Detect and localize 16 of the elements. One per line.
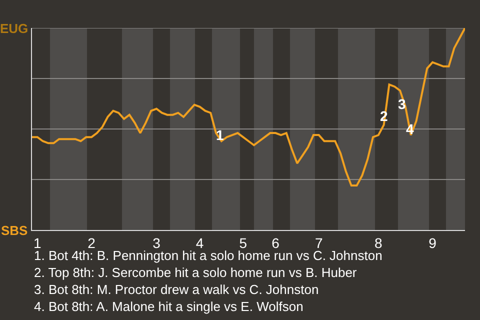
x-tick-label: 9: [428, 234, 437, 251]
x-tick-label: 3: [152, 234, 161, 251]
x-tick-label: 5: [239, 234, 248, 251]
x-tick-label: 1: [34, 234, 42, 251]
text: SBS: [1, 223, 28, 238]
text: 3. Bot 8th: M. Proctor drew a walk vs C. Johnston: [34, 282, 319, 297]
x-tick-label: 6: [272, 234, 280, 251]
x-tick-label: 4: [196, 234, 204, 251]
x-tick-label: 2: [88, 234, 96, 251]
x-tick-label: 8: [374, 234, 382, 251]
text: 4. Bot 8th: A. Malone hit a single vs E. Wolfson: [34, 299, 304, 314]
x-tick-label: 7: [314, 234, 323, 251]
text: EUG: [0, 21, 28, 36]
text: 1. Bot 4th: B. Pennington hit a solo home run vs C. Johnston: [34, 248, 382, 263]
text: 2. Top 8th: J. Sercombe hit a solo home run vs B. Huber: [34, 265, 358, 280]
annotation: 4: [406, 121, 414, 137]
